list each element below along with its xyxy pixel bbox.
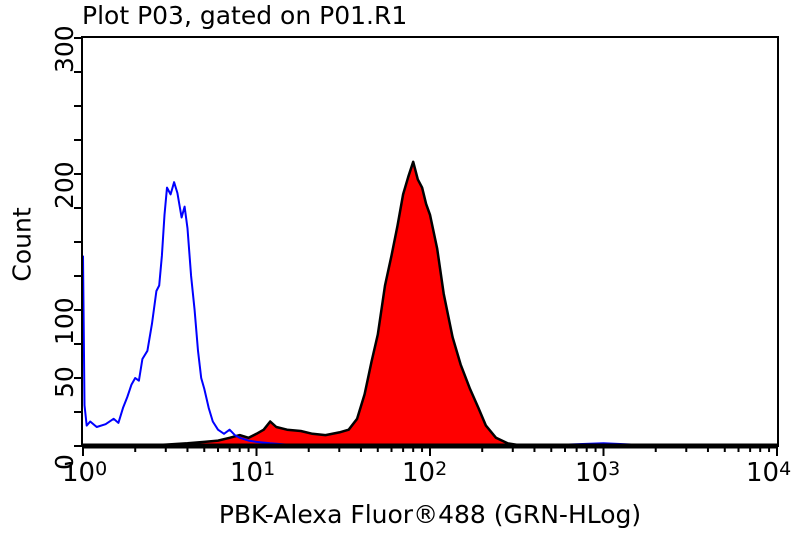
x-tick-label-10e4: 104 (746, 458, 792, 488)
plot-area (81, 160, 635, 448)
y-tick-label-100: 100 (50, 297, 79, 345)
x-tick-label-10e3: 103 (575, 458, 621, 488)
x-tick-label-10e2: 102 (402, 458, 448, 488)
series-line-histogram (82, 181, 635, 447)
series-filled-histogram (81, 160, 553, 448)
x-tick-label-10e0: 100 (62, 458, 108, 488)
axis-ticks (74, 37, 778, 456)
x-axis-label: PBK-Alexa Fluor®488 (GRN-HLog) (218, 500, 642, 529)
y-tick-label-200: 200 (50, 161, 79, 209)
chart-title: Plot P03, gated on P01.R1 (82, 1, 408, 30)
y-tick-label-50: 50 (50, 366, 79, 398)
y-tick-label-300: 300 (50, 25, 79, 73)
y-axis-label: Count (7, 207, 37, 282)
x-tick-label-10e1: 101 (230, 458, 276, 488)
